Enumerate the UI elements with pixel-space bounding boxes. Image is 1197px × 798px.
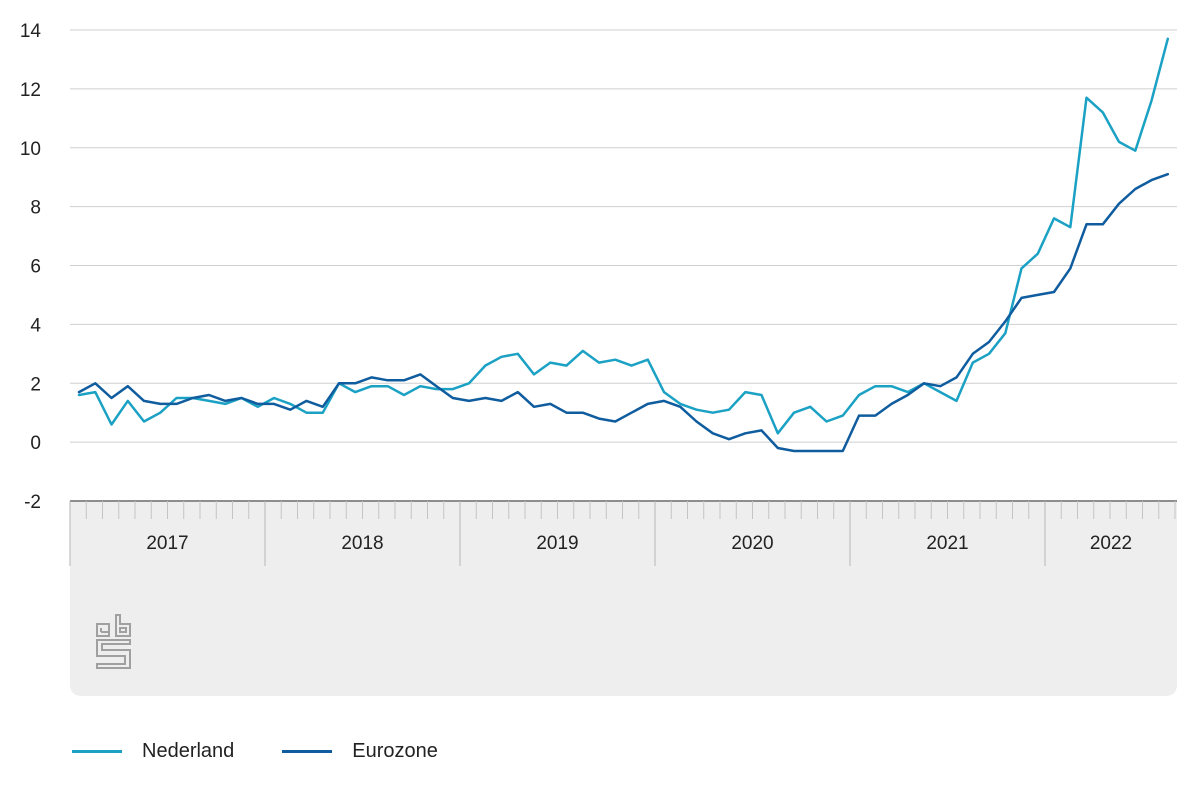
y-axis-tick-labels: 14 12 10 8 6 4 2 0 -2 bbox=[20, 21, 42, 513]
legend-label-eurozone: Eurozone bbox=[352, 740, 438, 762]
legend-item-nederland: Nederland bbox=[72, 740, 234, 763]
y-tick-label: 2 bbox=[30, 374, 41, 395]
y-tick-label: 12 bbox=[20, 80, 41, 101]
gridlines bbox=[70, 29, 1177, 502]
y-tick-label: 6 bbox=[30, 257, 41, 278]
series-line-eurozone bbox=[77, 172, 1170, 453]
cbs-logo bbox=[96, 614, 131, 669]
year-label: 2021 bbox=[926, 533, 968, 554]
year-label: 2018 bbox=[341, 533, 383, 554]
series-line-nederland bbox=[77, 37, 1170, 435]
y-tick-label: 10 bbox=[20, 139, 41, 160]
legend-item-eurozone: Eurozone bbox=[282, 740, 438, 763]
series-lines bbox=[77, 37, 1170, 453]
y-tick-label: 4 bbox=[30, 315, 41, 336]
line-chart: 14 12 10 8 6 4 2 0 -2 2017 2018 2019 2020 2021 2022 bbox=[20, 21, 1177, 696]
year-label: 2019 bbox=[536, 533, 578, 554]
year-label: 2022 bbox=[1090, 533, 1132, 554]
x-axis-year-labels: 2017 2018 2019 2020 2021 2022 bbox=[146, 533, 1132, 554]
y-tick-label: 0 bbox=[30, 433, 41, 454]
legend-label-nederland: Nederland bbox=[142, 740, 235, 762]
year-label: 2017 bbox=[146, 533, 188, 554]
y-tick-label: 8 bbox=[30, 198, 41, 219]
legend-swatch-eurozone bbox=[282, 750, 333, 753]
x-axis-ticks bbox=[69, 501, 1176, 566]
year-label: 2020 bbox=[731, 533, 773, 554]
legend-swatch-nederland bbox=[72, 750, 122, 753]
y-tick-label: 14 bbox=[20, 21, 42, 42]
legend: Nederland Eurozone bbox=[72, 740, 486, 763]
y-tick-label: -2 bbox=[24, 492, 41, 513]
x-axis-band bbox=[70, 500, 1177, 696]
